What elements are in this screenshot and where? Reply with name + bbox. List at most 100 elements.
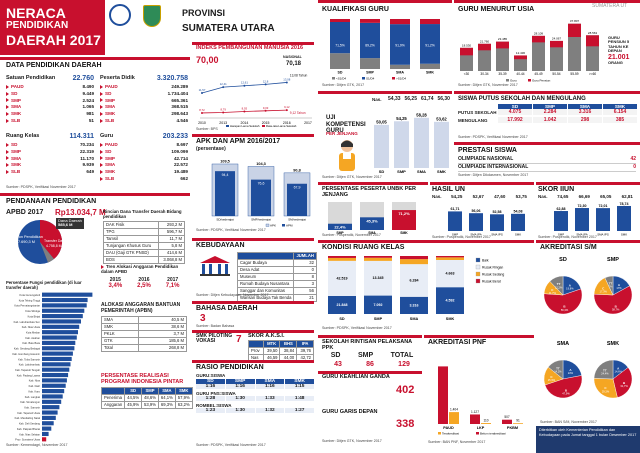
fungsi-label: Kota Medan: [26, 331, 41, 335]
iiun-nas-label: Nas.: [538, 194, 548, 199]
usia-legend: Guru: [510, 78, 517, 82]
rasio-value: 1:23: [196, 408, 225, 413]
fungsi-bar: [42, 431, 49, 437]
akreditasi-slice: [544, 375, 583, 399]
uk-nas-value: 61,74: [420, 96, 434, 102]
hasil-un-nas-value: 47,60: [494, 194, 506, 199]
ruang-value: 22.319: [79, 148, 94, 154]
akreditasi-slice: [593, 359, 614, 380]
peserta-label: SMK: [105, 111, 116, 117]
hasil-un-category: SMA IPS: [491, 233, 503, 237]
akreditasi-sm-title: AKREDITASI S/M: [540, 244, 597, 251]
rasio-head: SMA: [255, 379, 285, 384]
rasio-source: Sumber: PDSPK, Verifikasi November 2017: [196, 443, 266, 447]
kualifikasi-label: 89,2%: [365, 44, 375, 48]
title-line1: NERACA: [6, 5, 66, 21]
hasil-un-value: 54,08: [514, 210, 523, 214]
kondisi-legend: Rusak Ringan: [482, 266, 503, 270]
ruang-label: Ruang Kelas: [6, 133, 40, 139]
pip-head-cell: SMA: [157, 387, 176, 396]
satuan-label: SMK: [11, 111, 22, 117]
fungsi-label: Kab. Pakpak Bharat: [17, 427, 40, 431]
rasio-value: 1:32: [255, 408, 285, 413]
rasio-head: SMP: [225, 379, 255, 384]
akreditasi-slice-value: 17%: [616, 286, 622, 290]
guru-value: 8.697: [176, 142, 189, 147]
arrow-icon: [100, 105, 103, 110]
kualifikasi-segment: [390, 19, 410, 25]
peserta-row: SD 1.734.404: [100, 91, 188, 98]
pnf-belum-value: 1.127: [471, 410, 479, 414]
pnf-legend: Belum terakreditasi: [480, 431, 506, 435]
akreditasi-slice-label: A: [569, 283, 572, 287]
pnf-akred-value: 91: [516, 419, 520, 423]
fungsi-bar: [42, 314, 83, 319]
putus-head: SMK: [603, 104, 637, 109]
unbk-source: Sumber: Puspendik, November 2017: [322, 233, 381, 237]
arrow-icon: [100, 176, 103, 181]
ruang-value: 11.170: [80, 155, 94, 161]
unbk-title: PERSENTASE PESERTA UNBK PER JENJANG: [322, 186, 417, 199]
apk-bar-chart: 109,5 94,4 SD/sederajat 104,3 76,6 SMP/sedera…: [211, 159, 311, 227]
apk-value: 90,8: [293, 168, 300, 172]
bantuan-row: SMK 38,6 M: [100, 323, 187, 331]
fungsi-label: Kab. Nias Selatan: [19, 432, 40, 436]
tren-item: 2015 3,4%: [108, 277, 122, 289]
hasil-un-nas-value: 52,67: [472, 194, 484, 199]
guru-row: SMA 22.572: [100, 162, 188, 169]
apk-value: 109,5: [220, 159, 230, 163]
ipm-year: 2017: [304, 121, 312, 125]
uk-bar: [374, 124, 389, 168]
satuan-total: 22.760: [72, 75, 94, 82]
apk-source: Sumber: PDSPK, Verifikasi November 2017: [196, 228, 266, 232]
apk-category: SM/sederajat: [288, 218, 306, 222]
usia-bar: [478, 43, 491, 71]
kondisi-segment: [436, 256, 464, 258]
arrow-icon: [100, 91, 103, 96]
rintisan-head-cell: SMP: [357, 352, 374, 359]
prestasi-row: OLIMPIADE NASIONAL 42: [458, 156, 636, 164]
akreditasi-pie-title: SD: [559, 257, 567, 263]
akreditasi-slice-value: 56,3%: [561, 308, 569, 312]
usia-source: Sumber: Ditjen GTK, November 2017: [458, 83, 518, 87]
arrow-icon: [6, 142, 9, 147]
tren-item: 2016 2,5%: [137, 277, 151, 289]
bantuan-row: PKLK 3,7 M: [100, 330, 187, 338]
kebudayaan-row-cell: Desa Adat: [236, 266, 295, 274]
pip-row-cell: 53,9%: [141, 401, 159, 410]
usia-value: 21.760: [480, 39, 490, 43]
arrow-icon: [100, 111, 103, 116]
akreditasi-slice-label: TT: [609, 282, 613, 286]
akreditasi-slice-label: A: [617, 366, 620, 370]
satuan-row: SMK 981: [6, 111, 94, 118]
bantuan-row-cell: 185,6 M: [138, 337, 187, 345]
kebudayaan-row-cell: 32: [293, 259, 317, 267]
unbk-bar-chart: 22,4%SMP 45,3% SMA 71,2% SMK: [328, 202, 416, 234]
peserta-value: 665.361: [171, 97, 188, 103]
kondisi-segment: [436, 257, 464, 260]
prestasi-row: OLIMPIADE INTERNASIONAL 0: [458, 164, 636, 172]
akreditasi-slice-label: C: [602, 286, 605, 290]
arrow-icon: [100, 98, 103, 103]
putus-value: 2.284: [533, 109, 567, 115]
transfer-value: 4.758,8 M: [46, 244, 62, 248]
guru-total: 203.233: [162, 133, 188, 140]
bantuan-row-cell: 38,6 M: [138, 323, 187, 331]
mengulang-value: 298: [568, 117, 602, 123]
arrow-icon: [100, 118, 103, 123]
usia-pensiun-bar: [568, 23, 581, 37]
akreditasi-slice-label: B: [565, 388, 568, 392]
rincian-row-cell: 5,8 M: [158, 242, 185, 251]
prestasi-value: 0: [633, 164, 636, 170]
ipm-point-label: 8,72: [199, 108, 205, 112]
peserta-row: SMK 298.643: [100, 111, 188, 118]
kondisi-legend: Rusak Berat: [482, 280, 501, 284]
usia-legend-swatch: [506, 79, 509, 82]
unbk-bar: [392, 210, 416, 230]
rasio-value: 1:48: [285, 396, 314, 401]
pip-row-cell: 69,3%: [157, 401, 176, 410]
prestasi-title: PRESTASI SISWA: [458, 147, 517, 154]
bantuan-row-cell: 40,5 M: [138, 316, 187, 324]
transfer-slice: [40, 219, 63, 259]
